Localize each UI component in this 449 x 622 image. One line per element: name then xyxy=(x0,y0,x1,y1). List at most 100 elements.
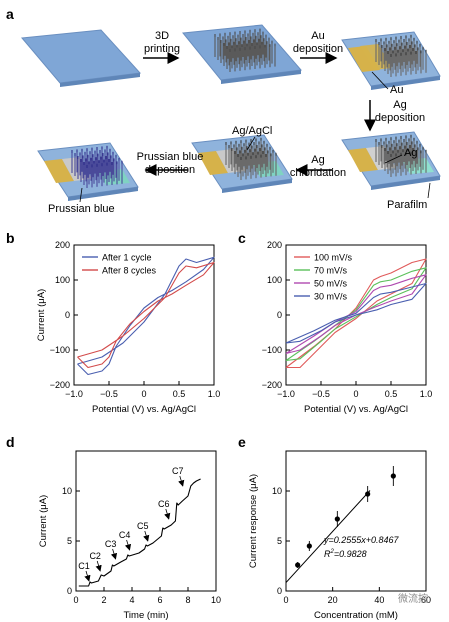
x-tick-label: 0.5 xyxy=(385,389,398,399)
x-tick-label: −0.5 xyxy=(312,389,330,399)
y-axis-label: Current response (μA) xyxy=(248,474,259,568)
panel-label-e: e xyxy=(238,434,246,450)
x-tick-label: 40 xyxy=(374,595,384,605)
annotation-arrow xyxy=(143,530,150,542)
caption-agcl-l1: Ag xyxy=(311,154,324,166)
watermark: 微流控 xyxy=(398,592,428,605)
substrate-printed xyxy=(182,24,302,84)
y-tick-label: 10 xyxy=(272,486,282,496)
caption-printing-l2: printing xyxy=(144,43,180,55)
callout-ag: Ag xyxy=(404,147,417,159)
series-line-0 xyxy=(78,478,201,587)
callout-parafilm: Parafilm xyxy=(387,199,427,211)
caption-prussian-l1: Prussian blue xyxy=(137,151,204,163)
fit-line xyxy=(285,490,371,583)
needle-array-ag xyxy=(375,134,427,177)
caption-au-l2: deposition xyxy=(293,43,343,55)
x-tick-label: 1.0 xyxy=(208,389,221,399)
annotation-label: C3 xyxy=(105,539,117,549)
y-tick-label: 0 xyxy=(67,586,72,596)
series-line-3 xyxy=(285,282,427,344)
callout-agagcl: Ag/AgCl xyxy=(232,125,272,137)
x-axis-label: Concentration (mM) xyxy=(314,610,398,621)
panel-c: −1.0 −0.5 0 0.5 1.0 200 100 0 −100 −200 Potential … xyxy=(262,240,433,415)
x-tick-label: 0 xyxy=(73,595,78,605)
panel-label-d: d xyxy=(6,434,15,450)
panel-a: a xyxy=(6,6,441,215)
data-point xyxy=(390,473,396,479)
substrate-ag xyxy=(341,131,441,190)
y-tick-label: 10 xyxy=(62,486,72,496)
x-tick-label: −1.0 xyxy=(277,389,295,399)
x-tick-label: 60 xyxy=(421,595,431,605)
plot-frame xyxy=(75,450,217,592)
panel-e: 0 20 40 60 0 5 10 Concentration (mM) Current res… xyxy=(248,450,431,621)
y-tick-label: −100 xyxy=(50,345,70,355)
substrate-blank xyxy=(21,29,142,87)
annotation-arrow xyxy=(178,475,185,487)
x-tick-label: 10 xyxy=(211,595,221,605)
annotation-arrow xyxy=(164,508,171,520)
y-tick-label: 200 xyxy=(55,240,70,250)
y-tick-label: −100 xyxy=(262,345,282,355)
data-point xyxy=(295,562,301,568)
caption-printing-l1: 3D xyxy=(155,30,169,42)
panel-b: −1.0 −0.5 0 0.5 1.0 200 100 0 −100 −200 Potential … xyxy=(36,240,220,415)
legend-label: 50 mV/s xyxy=(314,279,348,289)
x-tick-label: 0 xyxy=(353,389,358,399)
y-tick-label: −200 xyxy=(262,380,282,390)
series-line-2 xyxy=(285,274,427,355)
data-point xyxy=(334,516,340,522)
data-point xyxy=(306,543,312,549)
caption-ag-l1: Ag xyxy=(393,99,406,111)
legend-label: After 8 cycles xyxy=(102,266,157,276)
annotation-label: C2 xyxy=(89,551,101,561)
legend-label: 30 mV/s xyxy=(314,292,348,302)
caption-agcl-l2: chloridation xyxy=(290,167,346,179)
x-tick-label: 4 xyxy=(129,595,134,605)
substrate-au xyxy=(341,31,441,90)
x-tick-label: 8 xyxy=(185,595,190,605)
annotation-label: C5 xyxy=(137,521,149,531)
legend-label: 70 mV/s xyxy=(314,266,348,276)
annotation-arrow xyxy=(84,570,91,582)
legend-label: 100 mV/s xyxy=(314,253,353,263)
y-tick-label: 5 xyxy=(277,536,282,546)
x-tick-label: 1.0 xyxy=(420,389,433,399)
x-tick-label: 2 xyxy=(101,595,106,605)
series-line-1 xyxy=(285,267,427,362)
y-tick-label: 5 xyxy=(67,536,72,546)
substrate-prussian xyxy=(37,142,139,201)
x-tick-label: 0.5 xyxy=(173,389,186,399)
legend-label: After 1 cycle xyxy=(102,253,152,263)
y-tick-label: −200 xyxy=(50,380,70,390)
needle-array-prussian xyxy=(71,145,123,188)
series-line-1 xyxy=(77,261,215,369)
annotation-label: C1 xyxy=(78,561,90,571)
y-tick-label: 0 xyxy=(277,310,282,320)
caption-prussian-l2: deposition xyxy=(145,164,195,176)
fit-equation: y=0.2555x+0.8467 xyxy=(323,535,400,545)
x-tick-label: −1.0 xyxy=(65,389,83,399)
x-axis-label: Potential (V) vs. Ag/AgCl xyxy=(304,404,408,415)
y-tick-label: 200 xyxy=(267,240,282,250)
y-axis-label: Current (μA) xyxy=(36,289,47,341)
annotation-arrow xyxy=(95,560,102,572)
y-axis-label: Current (μA) xyxy=(38,495,49,547)
annotation-label: C4 xyxy=(119,530,131,540)
series-line-0 xyxy=(77,256,215,376)
annotation-label: C7 xyxy=(172,466,184,476)
y-tick-label: 0 xyxy=(277,586,282,596)
y-tick-label: 0 xyxy=(65,310,70,320)
x-tick-label: −0.5 xyxy=(100,389,118,399)
callout-au: Au xyxy=(390,84,403,96)
x-tick-label: 20 xyxy=(328,595,338,605)
panel-label-c: c xyxy=(238,230,246,246)
substrate-agcl xyxy=(191,134,293,193)
caption-ag-l2: deposition xyxy=(375,112,425,124)
callout-prussian-blue: Prussian blue xyxy=(48,203,115,215)
x-axis-label: Potential (V) vs. Ag/AgCl xyxy=(92,404,196,415)
annotation-arrow xyxy=(124,539,132,551)
